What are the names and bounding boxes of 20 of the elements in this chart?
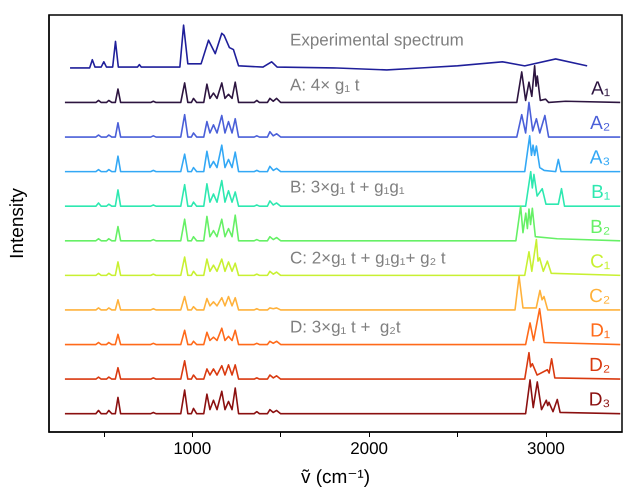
series-label: D₃	[588, 390, 610, 411]
series-label: A₁	[591, 78, 610, 100]
x-tick-label: 3000	[527, 439, 565, 458]
series-label: A₂	[590, 113, 610, 134]
series-label: C₂	[589, 286, 610, 307]
y-axis-title: Intensity	[7, 188, 28, 259]
annotation: C: 2×g₁ t + g₁g₁+ g₂ t	[290, 248, 446, 268]
annotation: B: 3×g₁ t + g₁g₁	[290, 178, 405, 196]
series-label: D₁	[590, 320, 610, 342]
series-label: B₁	[591, 182, 610, 204]
x-axis-title: ṽ (cm⁻¹)	[300, 467, 370, 488]
series-label: B₂	[590, 216, 610, 238]
annotation: D: 3×g₁ t + g₂t	[290, 318, 401, 336]
x-tick-label: 2000	[350, 439, 388, 458]
series-label: C₁	[590, 251, 610, 272]
series-label: D₂	[589, 355, 610, 376]
x-tick-label: 1000	[173, 439, 212, 458]
series-label: A₃	[590, 148, 610, 169]
annotation: A: 4× g₁ t	[290, 76, 360, 94]
annotation: Experimental spectrum	[290, 30, 464, 50]
